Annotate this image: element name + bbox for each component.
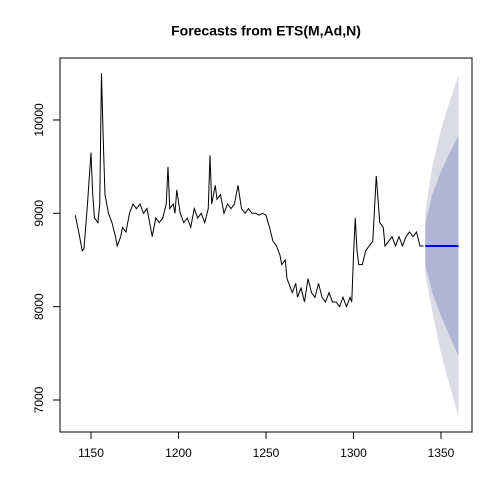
y-tick-label: 8000 [32, 293, 46, 320]
x-tick-label: 1350 [428, 446, 455, 460]
x-tick-label: 1150 [78, 446, 104, 460]
x-tick-label: 1250 [253, 446, 280, 460]
series-line [74, 73, 424, 309]
x-tick-label: 1200 [165, 446, 192, 460]
y-tick-label: 7000 [32, 386, 46, 413]
plot-frame [59, 57, 473, 433]
x-tick-label: 1300 [340, 446, 367, 460]
y-tick-label: 10000 [32, 103, 46, 137]
y-tick-label: 9000 [32, 200, 46, 227]
chart-title: Forecasts from ETS(M,Ad,N) [171, 23, 361, 39]
